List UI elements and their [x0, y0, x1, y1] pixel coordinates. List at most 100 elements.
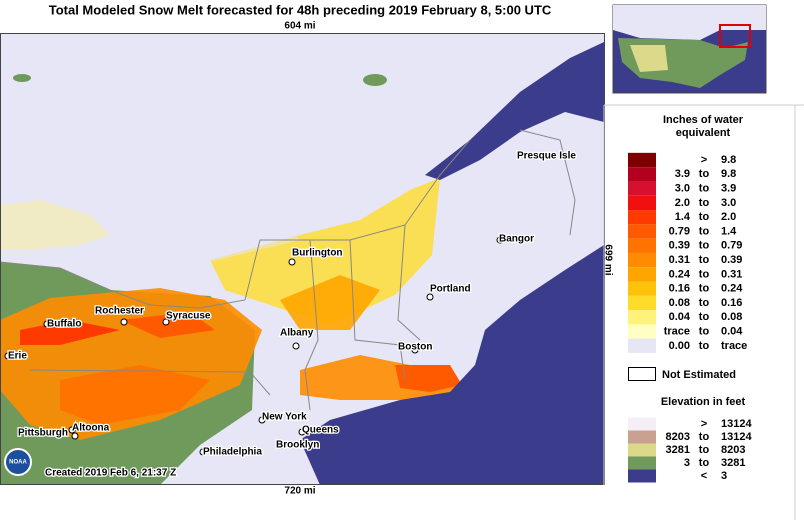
city-marker	[258, 416, 266, 424]
legend-sep: to	[699, 283, 710, 295]
city-label: Erie	[8, 351, 27, 362]
created-note: Created 2019 Feb 6, 21:37 Z	[45, 468, 176, 479]
legend-high: 3281	[721, 457, 745, 469]
legend-high: 2.0	[721, 211, 736, 223]
legend-sep: to	[699, 457, 710, 469]
city-label: Brooklyn	[276, 440, 319, 451]
legend-sep: to	[699, 240, 710, 252]
legend-low: 8203	[666, 431, 690, 443]
legend-high: 3	[721, 470, 727, 482]
legend-sep: to	[699, 326, 710, 338]
city-marker	[279, 441, 287, 449]
legend-swatch	[628, 267, 656, 282]
legend-high: 0.16	[721, 297, 742, 309]
not-estimated-swatch	[628, 367, 656, 381]
legend-low: 0.24	[669, 268, 691, 280]
legend-high: 0.39	[721, 254, 742, 266]
legend-low: 3.9	[675, 168, 690, 180]
legend-sep: to	[699, 254, 710, 266]
legend-high: 0.31	[721, 268, 742, 280]
legend-swatch	[628, 338, 656, 354]
legend-sep: to	[699, 168, 710, 180]
legend-swatch	[628, 310, 656, 325]
city-label: Pittsburgh	[18, 428, 68, 439]
legend-sep: to	[699, 183, 710, 195]
legend-swatch	[628, 252, 656, 268]
legend-swatch	[628, 195, 656, 211]
city-label: Rochester	[95, 306, 144, 317]
legend-low: 0.79	[669, 225, 690, 237]
legend-low: 3.0	[675, 183, 690, 195]
right-scale: 699 mi	[602, 244, 613, 275]
noaa-logo: NOAA	[9, 460, 27, 466]
city-label: Philadelphia	[203, 447, 262, 458]
legend-high: 3.9	[721, 183, 736, 195]
city-marker	[298, 428, 306, 436]
legend-sep: to	[699, 444, 710, 456]
city-label: Syracuse	[166, 311, 211, 322]
legend-sep: to	[699, 297, 710, 309]
legend-low: 0.31	[669, 254, 690, 266]
legend-sep: to	[699, 311, 710, 323]
legend-high: 1.4	[721, 225, 737, 237]
legend-low: 0.39	[669, 240, 690, 252]
elevation-title: Elevation in feet	[661, 396, 746, 408]
legend-high: 13124	[721, 418, 752, 430]
legend-low: 3	[684, 457, 690, 469]
legend-swatch	[628, 152, 656, 168]
legend-high: trace	[721, 340, 747, 352]
city-marker	[199, 448, 207, 456]
legend-swatch	[628, 224, 656, 239]
legend-swatch	[628, 456, 656, 470]
legend-swatch	[628, 324, 656, 339]
legend-low: 0.16	[669, 283, 690, 295]
top-scale: 604 mi	[284, 21, 315, 32]
map: NOAA Created 2019 Feb 6, 21:37 Z Presque…	[0, 33, 604, 485]
legend-sep: to	[699, 197, 710, 209]
legend-swatch	[628, 469, 656, 483]
legend-high: 0.79	[721, 240, 742, 252]
legend-low: 0.04	[669, 311, 691, 323]
legend-high: 9.8	[721, 154, 736, 166]
city-label: Queens	[302, 425, 339, 436]
legend-high: 0.08	[721, 311, 742, 323]
city-marker	[71, 432, 79, 440]
city-label: Altoona	[72, 423, 110, 434]
city-label: Boston	[398, 342, 432, 353]
not-estimated-label: Not Estimated	[662, 369, 736, 381]
legend-high: 0.04	[721, 326, 743, 338]
legend-sep: to	[699, 211, 710, 223]
city-label: Bangor	[499, 234, 534, 245]
inset-map	[612, 4, 767, 94]
city-marker	[43, 320, 51, 328]
legend-low: 3281	[666, 444, 690, 456]
city-label: Buffalo	[47, 319, 81, 330]
city-marker	[162, 318, 170, 326]
city-marker	[68, 426, 76, 434]
legend-sep: to	[699, 225, 710, 237]
city-label: Portland	[430, 284, 471, 295]
legend-high: 0.24	[721, 283, 743, 295]
city-label: Burlington	[292, 248, 343, 259]
legend-low: 1.4	[675, 211, 691, 223]
legend-swatch	[628, 430, 656, 444]
city-marker	[4, 352, 12, 360]
city-marker	[288, 258, 296, 266]
legend-high: 9.8	[721, 168, 736, 180]
city-label: Albany	[280, 328, 314, 339]
city-label: New York	[262, 412, 307, 423]
legend-swatch	[628, 417, 656, 431]
city-label: Presque Isle	[517, 151, 576, 162]
legend-sep: to	[699, 340, 710, 352]
legend-swatch	[628, 295, 656, 311]
legend-swatch	[628, 167, 656, 182]
legend-sep: to	[699, 268, 710, 280]
legend-sep: <	[701, 470, 707, 482]
city-marker	[496, 236, 504, 244]
city-marker	[426, 293, 434, 301]
bottom-scale: 720 mi	[284, 486, 315, 497]
legend-title: Inches of water equivalent	[663, 114, 744, 139]
city-marker	[292, 342, 300, 350]
city-marker	[531, 152, 539, 160]
